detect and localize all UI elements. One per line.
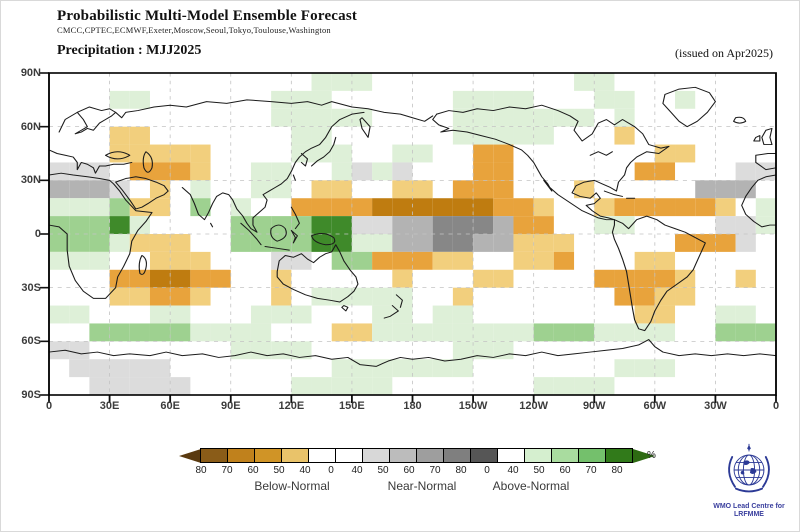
colorbar-segment: [416, 448, 444, 463]
colorbar-tick-label: 70: [429, 465, 441, 476]
colorbar-segment: [524, 448, 552, 463]
x-tick-label: 120W: [519, 400, 549, 412]
axis-ticks: [39, 72, 777, 404]
map-canvas: [39, 72, 777, 404]
colorbar-segment: [308, 448, 336, 463]
colorbar-segment: [281, 448, 309, 463]
colorbar-segment: [497, 448, 525, 463]
page-title: Probabilistic Multi-Model Ensemble Forec…: [57, 8, 358, 24]
colorbar-segment: [443, 448, 471, 463]
y-tick-label: 90S: [21, 389, 41, 401]
colorbar-tick-label: 40: [351, 465, 363, 476]
colorbar-tick-label: 60: [247, 465, 259, 476]
colorbar-category-label: Above-Normal: [492, 479, 570, 493]
colorbar-segment: [470, 448, 498, 463]
colorbar-tick-label: 0: [484, 465, 490, 476]
probability-colorbar: % 80 70 60 50 40 0 40 50 60 70 80 0 40 50 60 70 80 Below…: [179, 448, 659, 498]
colorbar-tick-label: 80: [611, 465, 623, 476]
x-tick-label: 90E: [220, 400, 241, 412]
colorbar-segment: [254, 448, 282, 463]
longitude-axis: 0 30E 60E 90E 120E 150E 180 150W 120W 90W 60W 30W 0: [45, 400, 780, 414]
colorbar-tick-label: 0: [328, 465, 334, 476]
percent-unit-label: %: [647, 450, 656, 461]
colorbar-segment: [551, 448, 579, 463]
x-tick-label: 150E: [339, 400, 365, 412]
wmo-logo: WMO Lead Centre for LRFMME: [704, 442, 794, 528]
colorbar-tick-label: 70: [221, 465, 233, 476]
x-tick-label: 60W: [643, 400, 667, 412]
colorbar-bar: [179, 448, 655, 463]
x-tick-label: 120E: [278, 400, 305, 412]
colorbar-segment: [335, 448, 363, 463]
colorbar-tick-label: 40: [507, 465, 519, 476]
x-tick-label: 60E: [160, 400, 180, 412]
coastline-layer: [48, 86, 777, 367]
world-forecast-map: [39, 72, 777, 404]
colorbar-segments: [200, 448, 633, 463]
colorbar-left-arrow: [179, 448, 201, 463]
colorbar-tick-label: 40: [299, 465, 311, 476]
x-tick-label: 90W: [582, 400, 606, 412]
x-tick-label: 0: [45, 400, 53, 412]
model-list: CMCC,CPTEC,ECMWF,Exeter,Moscow,Seoul,Tok…: [57, 25, 331, 35]
colorbar-tick-label: 60: [559, 465, 571, 476]
colorbar-tick-label: 50: [533, 465, 545, 476]
x-tick-label: 30W: [704, 400, 727, 412]
variable-season-label: Precipitation : MJJ2025: [57, 43, 202, 58]
y-tick-label: 90N: [20, 67, 41, 79]
colorbar-category-label: Near-Normal: [387, 479, 457, 493]
x-tick-label: 30E: [99, 400, 120, 412]
x-tick-label: 150W: [458, 400, 488, 412]
issued-date-label: (issued on Apr2025): [675, 46, 773, 60]
colorbar-segment: [578, 448, 606, 463]
colorbar-segment: [362, 448, 390, 463]
latitude-axis: 90N 60N 30N 0 30S 60S 90S: [7, 67, 45, 401]
colorbar-segment: [200, 448, 228, 463]
y-tick-label: 60N: [20, 120, 41, 133]
wmo-emblem-icon: [728, 443, 770, 493]
y-tick-label: 60S: [21, 335, 41, 348]
map-frame: [48, 72, 777, 396]
colorbar-segment: [605, 448, 633, 463]
colorbar-right-arrow: [633, 448, 655, 463]
colorbar-tick-label: 80: [455, 465, 467, 476]
colorbar-segment: [227, 448, 255, 463]
probability-cells-layer: [49, 73, 776, 395]
colorbar-tick-label: 80: [195, 465, 207, 476]
x-tick-label: 0: [772, 400, 780, 412]
colorbar-tick-label: 50: [273, 465, 285, 476]
colorbar-tick-label: 70: [585, 465, 597, 476]
wmo-logo-text-line1: WMO Lead Centre for: [713, 503, 785, 510]
colorbar-tick-label: 60: [403, 465, 415, 476]
y-tick-label: 30S: [21, 281, 41, 294]
wmo-logo-text-line2: LRFMME: [734, 511, 764, 518]
colorbar-segment: [389, 448, 417, 463]
x-tick-label: 180: [403, 400, 422, 412]
colorbar-tick-label: 50: [377, 465, 389, 476]
y-tick-label: 30N: [20, 174, 41, 187]
colorbar-category-label: Below-Normal: [254, 479, 330, 493]
y-tick-label: 0: [34, 228, 41, 240]
